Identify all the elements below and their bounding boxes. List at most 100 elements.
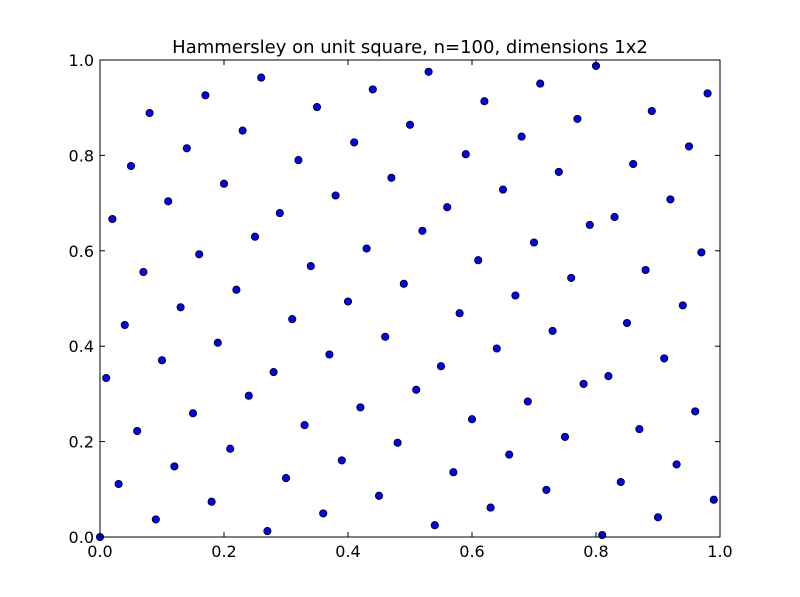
data-point	[120, 320, 129, 330]
data-point	[219, 179, 229, 188]
data-point	[133, 426, 142, 436]
data-point	[585, 220, 594, 229]
data-point	[542, 485, 551, 494]
data-point	[536, 79, 545, 88]
data-point	[306, 262, 315, 271]
data-point	[511, 291, 520, 300]
data-point	[269, 368, 278, 377]
data-point	[399, 279, 408, 288]
data-point	[331, 191, 340, 200]
data-point	[374, 491, 384, 500]
data-point	[436, 362, 446, 371]
data-point	[244, 391, 253, 400]
data-point	[182, 144, 191, 153]
data-point	[418, 226, 427, 235]
data-point	[480, 97, 489, 106]
data-point	[467, 415, 477, 424]
data-point	[381, 332, 390, 341]
data-point	[598, 530, 607, 540]
data-point	[201, 91, 210, 100]
data-point	[108, 214, 117, 224]
x-tick-label: 0.4	[335, 542, 360, 561]
data-point	[207, 497, 216, 506]
data-point	[151, 515, 160, 524]
y-tick-label: 1.0	[69, 51, 94, 70]
data-point	[666, 195, 675, 204]
data-point	[622, 318, 632, 328]
data-point	[498, 185, 508, 194]
data-point	[529, 238, 539, 247]
data-point	[709, 495, 718, 504]
data-point	[250, 232, 260, 241]
axis-tick-labels: 0.0 0.2 0.4 0.6 0.8 1.0 0.0 0.2 0.4 0.6 0.8 1.0	[69, 51, 733, 561]
data-point	[653, 513, 663, 522]
x-tick-label: 0.0	[87, 542, 112, 561]
data-point	[356, 403, 365, 412]
data-point	[616, 477, 625, 487]
data-point	[226, 444, 235, 453]
data-point	[405, 120, 415, 129]
data-point	[176, 303, 185, 312]
x-tick-label: 0.6	[459, 542, 484, 561]
data-point	[238, 126, 247, 135]
data-point	[610, 212, 619, 222]
data-point	[678, 301, 687, 310]
data-point	[486, 503, 495, 512]
data-point	[604, 372, 613, 381]
data-point	[195, 250, 204, 259]
data-point	[368, 85, 377, 94]
data-point	[114, 479, 123, 489]
data-point	[573, 114, 582, 123]
data-point	[157, 356, 167, 365]
data-point	[337, 456, 346, 465]
data-point	[684, 142, 694, 151]
data-point	[350, 138, 359, 147]
data-point	[430, 521, 439, 530]
data-point	[343, 297, 353, 306]
data-point	[523, 397, 532, 406]
data-point	[517, 132, 526, 141]
data-point	[139, 267, 148, 277]
data-point	[362, 244, 371, 253]
y-tick-label: 0.2	[69, 433, 94, 452]
y-tick-label: 0.8	[69, 146, 94, 165]
data-point	[213, 338, 222, 347]
data-point	[443, 203, 452, 212]
data-point	[703, 89, 712, 98]
data-point	[263, 527, 272, 536]
data-point	[393, 438, 402, 447]
data-point	[164, 197, 173, 206]
data-point	[660, 354, 669, 363]
data-point	[387, 173, 396, 182]
data-point	[461, 150, 470, 159]
data-point	[232, 285, 241, 294]
data-point	[102, 373, 111, 383]
data-point	[257, 73, 266, 82]
y-tick-label: 0.6	[69, 242, 94, 261]
data-point	[492, 344, 501, 353]
data-point	[554, 167, 563, 176]
data-point	[449, 468, 458, 477]
data-point	[697, 248, 706, 257]
data-point	[325, 350, 334, 359]
data-point	[281, 474, 291, 483]
data-points	[95, 61, 718, 542]
data-point	[145, 108, 154, 118]
x-tick-label: 0.8	[583, 542, 608, 561]
y-tick-label: 0.0	[69, 528, 94, 547]
data-point	[567, 273, 576, 282]
data-point	[560, 432, 570, 441]
data-point	[635, 425, 644, 434]
data-point	[455, 309, 464, 318]
plot-frame	[99, 59, 721, 538]
x-tick-label: 1.0	[707, 542, 732, 561]
data-point	[170, 462, 179, 471]
data-point	[579, 379, 588, 388]
data-point	[275, 209, 284, 218]
data-point	[474, 256, 483, 265]
data-point	[641, 265, 650, 275]
data-point	[312, 103, 322, 112]
data-point	[629, 159, 638, 169]
